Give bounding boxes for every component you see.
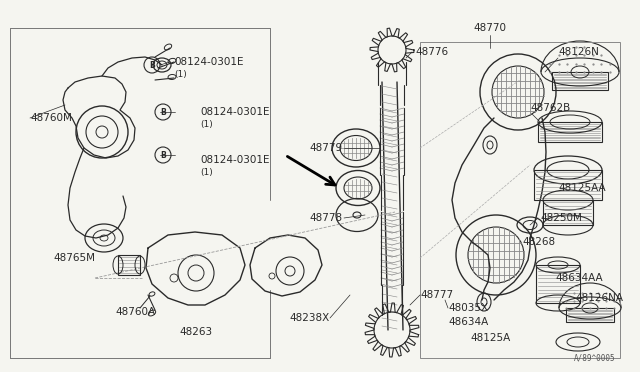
Bar <box>534 170 602 200</box>
Text: 48263: 48263 <box>179 327 212 337</box>
Text: A/89^0005: A/89^0005 <box>573 353 615 362</box>
Text: 48765M: 48765M <box>53 253 95 263</box>
Text: 48634AA: 48634AA <box>555 273 603 283</box>
Text: 48762B: 48762B <box>530 103 570 113</box>
Text: (1): (1) <box>174 70 187 78</box>
Text: (1): (1) <box>200 167 212 176</box>
Text: 48125A: 48125A <box>470 333 510 343</box>
Text: 48238X: 48238X <box>290 313 330 323</box>
Text: 48776: 48776 <box>415 47 448 57</box>
Text: 08124-0301E: 08124-0301E <box>174 57 243 67</box>
Bar <box>420 42 620 358</box>
Text: B: B <box>160 151 166 160</box>
Text: B: B <box>160 108 166 116</box>
Text: 48250M: 48250M <box>540 213 582 223</box>
Text: 48268: 48268 <box>522 237 555 247</box>
Text: 48035X: 48035X <box>448 303 488 313</box>
Text: B: B <box>149 61 155 70</box>
Bar <box>118 255 140 275</box>
Text: 08124-0301E: 08124-0301E <box>200 155 269 165</box>
Text: 48778: 48778 <box>310 213 343 223</box>
Text: 48779: 48779 <box>310 143 343 153</box>
Text: 48760A: 48760A <box>116 307 156 317</box>
Text: 48126NA: 48126NA <box>575 293 623 303</box>
Text: 48760M: 48760M <box>30 113 72 123</box>
Text: 08124-0301E: 08124-0301E <box>200 107 269 117</box>
Text: (1): (1) <box>200 119 212 128</box>
Bar <box>552 72 608 90</box>
Bar <box>536 265 580 303</box>
Text: 48125AA: 48125AA <box>558 183 605 193</box>
Text: 48126N: 48126N <box>558 47 599 57</box>
Bar <box>538 122 602 142</box>
Bar <box>566 308 614 322</box>
Text: 48777: 48777 <box>420 290 453 300</box>
Text: 48770: 48770 <box>474 23 506 33</box>
Bar <box>543 200 593 225</box>
Text: 48634A: 48634A <box>448 317 488 327</box>
